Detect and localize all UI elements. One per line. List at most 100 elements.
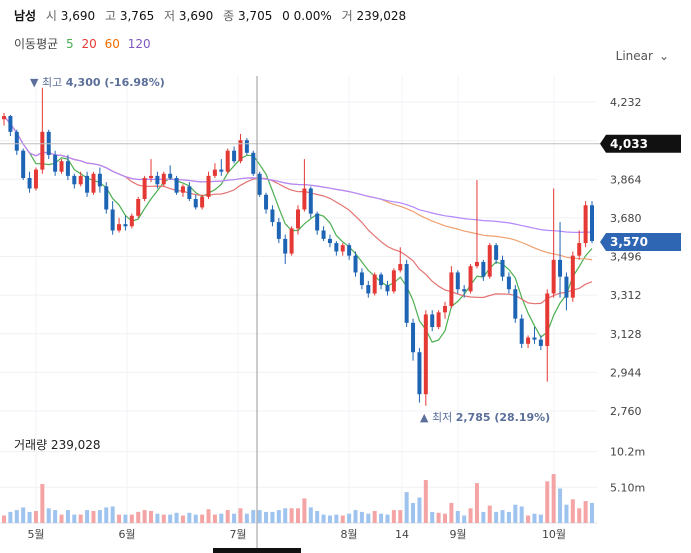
- low-label: 저: [164, 9, 176, 23]
- volume-bar: [117, 514, 122, 523]
- candle-body: [334, 243, 339, 252]
- volume-bar: [212, 514, 217, 523]
- volume-bar: [91, 511, 96, 523]
- candle-body: [97, 173, 102, 187]
- candle-body: [91, 173, 96, 193]
- candle-body: [85, 175, 90, 193]
- volume-bar: [168, 514, 173, 523]
- volume-bar: [449, 502, 454, 523]
- candle-body: [494, 245, 499, 260]
- volume-bar: [161, 514, 166, 523]
- volume-bar: [155, 513, 160, 523]
- volume-bar: [404, 492, 409, 523]
- volume-bar: [206, 509, 211, 523]
- volume-bar: [59, 514, 64, 523]
- candle-body: [398, 264, 403, 271]
- volume-bar: [366, 513, 371, 523]
- candle-body: [340, 245, 345, 252]
- candle-body: [532, 337, 537, 340]
- candle-body: [436, 312, 441, 328]
- price-markers: ▼ 최고 4,300 (-16.98%) ▲ 최저 2,785 (28.19%) 4…: [0, 76, 681, 424]
- candle-body: [257, 173, 262, 195]
- volume-bar: [474, 483, 479, 523]
- volume-bar: [487, 505, 492, 523]
- volume-bar: [136, 511, 141, 523]
- candle-body: [500, 259, 505, 277]
- volume-bar: [481, 511, 486, 523]
- open-label: 시: [45, 9, 57, 23]
- moving-average-legend[interactable]: 이동평균 5 20 60 120: [14, 35, 151, 52]
- candle-body: [238, 140, 243, 162]
- volume-bar: [468, 508, 473, 523]
- open-value: 3,690: [60, 9, 96, 23]
- volume-bar: [462, 515, 467, 523]
- volume-bar: [46, 508, 51, 523]
- time-tick-label: 10월: [542, 528, 566, 541]
- time-tick-label: 9월: [449, 528, 466, 541]
- candle-body: [443, 306, 447, 313]
- price-tick-label: 3,312: [610, 289, 642, 302]
- price-tick-label: 3,864: [610, 173, 642, 186]
- candle-body: [78, 175, 83, 185]
- ma-legend-label: 이동평균: [14, 37, 59, 51]
- volume-bar: [193, 514, 198, 523]
- candle-body: [327, 238, 332, 244]
- candle-body: [149, 175, 153, 178]
- time-tick-label: 14: [395, 528, 409, 541]
- candle-body: [583, 205, 588, 244]
- volume-bar: [513, 504, 518, 523]
- volume-tick-label: 10.2m: [610, 446, 645, 459]
- volume-bar: [417, 497, 422, 523]
- candle-body: [462, 289, 467, 292]
- candle-body: [359, 272, 364, 286]
- volume-bar: [174, 512, 179, 523]
- candle-body: [168, 173, 173, 178]
- candle-body: [526, 337, 531, 344]
- volume-bar: [104, 507, 109, 523]
- chevron-down-icon: ⌄: [658, 49, 669, 63]
- volume-bar: [21, 507, 26, 523]
- candle-body: [72, 175, 77, 185]
- volume-bar: [577, 508, 582, 523]
- candle-body: [404, 264, 409, 323]
- volume-bar: [570, 499, 575, 523]
- current-price-badge: [600, 232, 681, 251]
- scale-mode-dropdown[interactable]: Linear ⌄: [616, 49, 669, 63]
- candle-body: [117, 224, 122, 231]
- volume-bar: [500, 510, 505, 523]
- price-tick-label: 3,496: [610, 251, 642, 264]
- candle-body: [385, 285, 390, 292]
- candle-body: [161, 173, 166, 185]
- candle-body: [142, 177, 147, 199]
- candle-body: [366, 285, 371, 294]
- volume-bar: [385, 514, 390, 523]
- volume-label: 거: [341, 9, 353, 23]
- candlesticks: [2, 87, 594, 406]
- candle-body: [206, 175, 211, 197]
- candle-body: [564, 276, 569, 298]
- volume-bar: [455, 511, 460, 523]
- candle-body: [430, 314, 435, 328]
- candle-body: [417, 352, 422, 395]
- volume-bar: [72, 514, 77, 523]
- volume-bar: [494, 511, 499, 523]
- ma-5-label: 5: [66, 37, 74, 51]
- price-tick-label: 4,232: [610, 96, 642, 109]
- scale-mode-label: Linear: [615, 49, 653, 63]
- volume-axis: 10.2m 5.10m: [610, 446, 645, 495]
- volume-bar: [519, 506, 524, 523]
- candle-body: [232, 150, 237, 162]
- volume-bar: [200, 514, 205, 523]
- candle-body: [411, 322, 416, 353]
- price-tick-label: 3,680: [610, 212, 642, 225]
- candle-body: [40, 131, 45, 170]
- candle-body: [570, 255, 575, 298]
- time-tick-label: 7월: [229, 528, 246, 541]
- candle-body: [308, 188, 313, 214]
- candle-body: [193, 198, 198, 208]
- candle-body: [33, 169, 38, 189]
- volume-bar: [251, 510, 256, 523]
- volume-bar: [551, 474, 556, 523]
- candle-body: [283, 238, 288, 254]
